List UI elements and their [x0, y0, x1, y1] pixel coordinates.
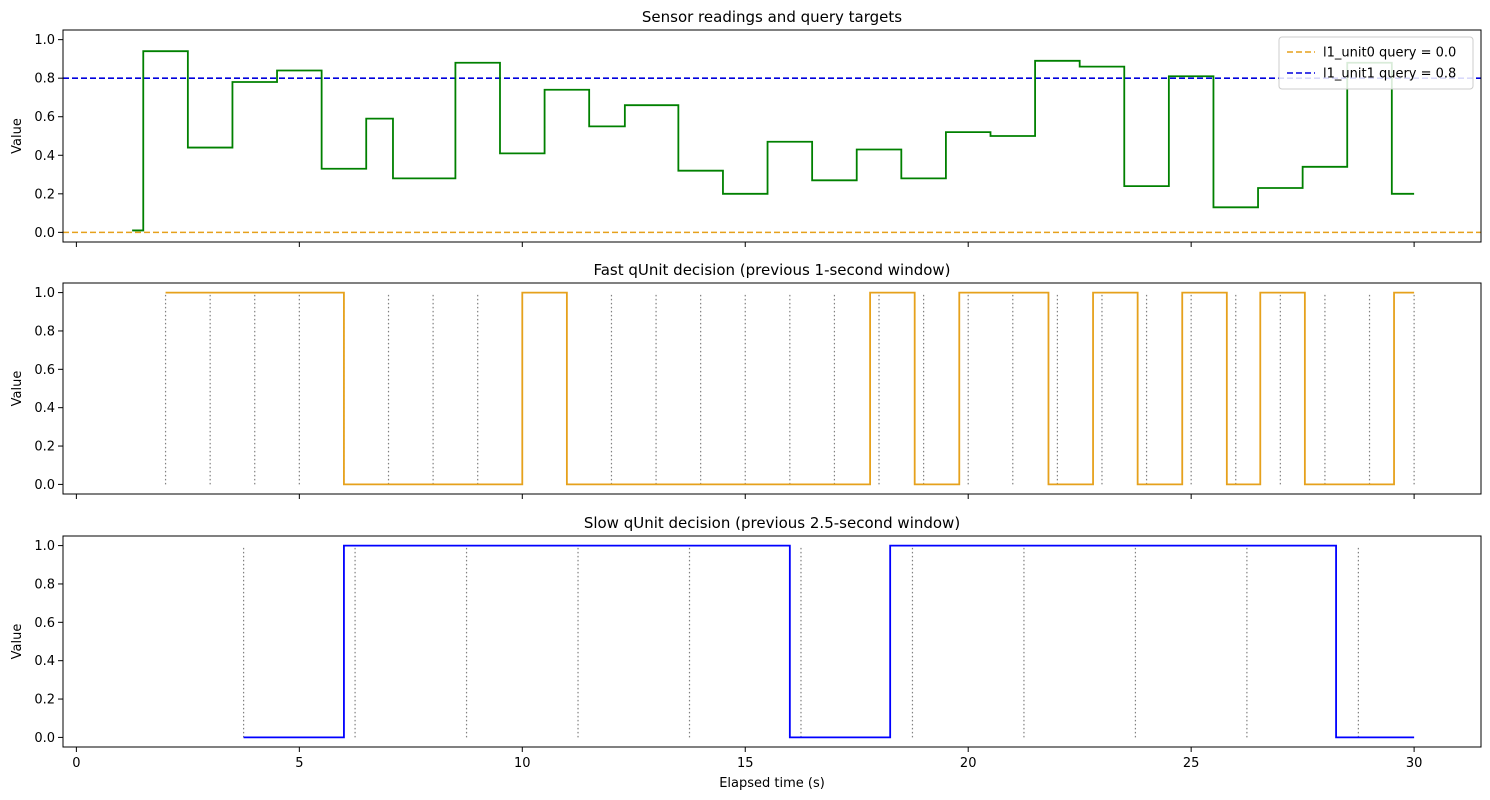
x-tick-label: 5 [295, 756, 303, 771]
axes-frame [62, 29, 1482, 243]
sensor-readings-panel: Sensor readings and query targets Value 0.… [10, 8, 1482, 247]
y-tick-label: 0.6 [34, 110, 55, 125]
y-tick-label: 0.8 [34, 72, 55, 87]
legend-entry: l1_unit1 query = 0.8 [1323, 67, 1456, 82]
decision-step-line [132, 50, 1415, 232]
x-tick-label: 25 [1183, 756, 1200, 771]
decision-step-line [165, 291, 1415, 486]
y-tick-label: 0.8 [34, 324, 55, 339]
x-tick-label: 30 [1406, 756, 1423, 771]
y-axis-label: Value [10, 624, 25, 660]
x-tick-label: 15 [737, 756, 754, 771]
panel-title: Sensor readings and query targets [642, 8, 902, 26]
y-tick-label: 0.2 [34, 440, 55, 455]
y-tick-label: 0.8 [34, 577, 55, 592]
plot-area [242, 544, 1415, 739]
y-tick-label: 0.0 [34, 478, 55, 493]
x-tick-label: 10 [514, 756, 531, 771]
panel-title: Slow qUnit decision (previous 2.5-second… [584, 514, 960, 532]
x-axis-label: Elapsed time (s) [719, 776, 825, 791]
fast-qunit-panel: Fast qUnit decision (previous 1-second w… [10, 261, 1482, 499]
y-tick-label: 1.0 [34, 539, 55, 554]
x-tick-label: 0 [72, 756, 80, 771]
y-tick-label: 0.0 [34, 226, 55, 241]
y-tick-label: 0.6 [34, 616, 55, 631]
x-tick-label: 20 [960, 756, 977, 771]
y-tick-label: 1.0 [34, 33, 55, 48]
y-axis-label: Value [10, 118, 25, 154]
legend-entry: l1_unit0 query = 0.0 [1323, 46, 1456, 61]
axes-frame [62, 535, 1482, 748]
legend: l1_unit0 query = 0.0 l1_unit1 query = 0.8 [1278, 36, 1474, 90]
y-tick-label: 1.0 [34, 286, 55, 301]
plot-area [164, 291, 1415, 486]
plot-area [63, 50, 1481, 234]
y-axis-label: Value [10, 371, 25, 407]
decision-step-line [243, 544, 1415, 739]
y-tick-label: 0.2 [34, 187, 55, 202]
y-tick-label: 0.4 [34, 654, 55, 669]
y-tick-label: 0.0 [34, 731, 55, 746]
slow-qunit-panel: Slow qUnit decision (previous 2.5-second… [10, 514, 1482, 791]
y-tick-label: 0.4 [34, 149, 55, 164]
axes-frame [62, 282, 1482, 495]
legend-box [1278, 36, 1474, 90]
panel-title: Fast qUnit decision (previous 1-second w… [593, 261, 950, 279]
y-tick-label: 0.2 [34, 693, 55, 708]
y-tick-label: 0.4 [34, 401, 55, 416]
y-tick-label: 0.6 [34, 363, 55, 378]
